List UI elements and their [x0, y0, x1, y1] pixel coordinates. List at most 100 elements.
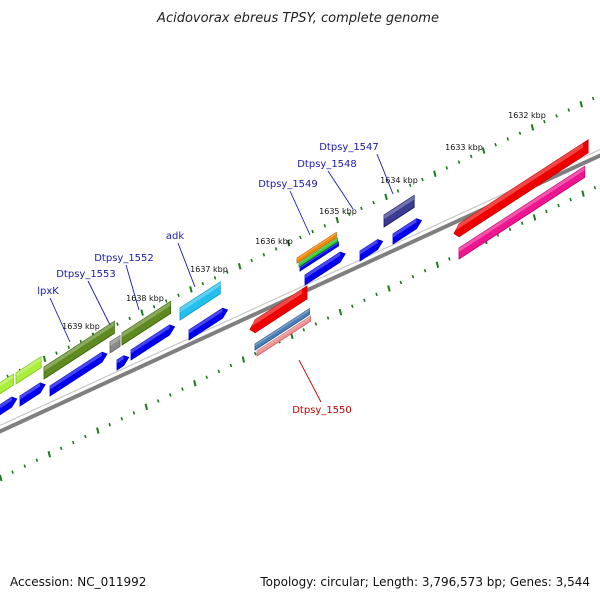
- scale-tick-lower: [193, 379, 197, 387]
- gene-leader-line: [177, 242, 196, 288]
- gene-label[interactable]: Dtpsy_1548: [297, 159, 357, 170]
- map-title: Acidovorax ebreus TPSY, complete genome: [156, 11, 439, 26]
- scale-tick-lower: [169, 393, 172, 397]
- gene-label-reverse[interactable]: Dtpsy_1550: [292, 405, 352, 416]
- gene-leader-line: [125, 264, 140, 311]
- gene-label[interactable]: adk: [166, 231, 184, 242]
- scale-tick-lower: [363, 298, 366, 303]
- scale-tick-upper: [421, 177, 424, 182]
- scale-label: 1637 kbp: [190, 265, 228, 274]
- scale-tick-lower: [0, 474, 3, 482]
- gene-adk[interactable]: [179, 281, 221, 321]
- scale-label: 1639 kbp: [62, 322, 100, 331]
- scale-tick-lower: [375, 292, 378, 297]
- scale-tick-upper: [55, 351, 58, 355]
- scale-tick-lower: [205, 375, 208, 380]
- cds-forward[interactable]: [19, 382, 46, 407]
- gene-red-large[interactable]: [453, 139, 589, 238]
- scale-tick-upper: [543, 119, 546, 124]
- scale-tick-lower: [156, 399, 160, 403]
- cds-forward[interactable]: [0, 396, 18, 418]
- scale-tick-lower: [47, 451, 51, 458]
- gene-label[interactable]: Dtpsy_1552: [94, 253, 154, 264]
- scale-tick-lower: [132, 411, 136, 415]
- scale-tick-upper: [457, 160, 461, 164]
- scale-tick-upper: [299, 235, 302, 240]
- scale-tick-upper: [311, 229, 314, 234]
- scale-tick-lower: [399, 280, 403, 285]
- scale-tick-upper: [237, 263, 242, 270]
- scale-tick-upper: [567, 108, 571, 112]
- cds-forward[interactable]: [188, 307, 229, 341]
- gene-pink-large[interactable]: [458, 165, 586, 260]
- gene-dtpsy-1549-b[interactable]: [298, 237, 338, 268]
- gene-dtpsy-1553[interactable]: [43, 320, 115, 380]
- scale-tick-upper: [213, 276, 217, 280]
- accession-text: Accession: NC_011992: [10, 575, 147, 589]
- scale-tick-lower: [351, 304, 354, 308]
- gene-leader-line: [87, 280, 111, 326]
- cds-forward[interactable]: [116, 355, 130, 371]
- gene-lime-2[interactable]: [15, 355, 42, 385]
- cds-forward[interactable]: [49, 351, 108, 397]
- gene-lpxk[interactable]: [0, 373, 14, 397]
- scale-tick-upper: [445, 166, 449, 170]
- scale-tick-lower: [423, 268, 427, 273]
- gene-dtpsy-1549-a[interactable]: [296, 231, 337, 264]
- scale-tick-upper: [396, 189, 400, 193]
- genome-summary-text: Topology: circular; Length: 3,796,573 bp…: [260, 575, 590, 589]
- scale-tick-upper: [323, 224, 327, 228]
- scale-tick-lower: [448, 257, 451, 261]
- scale-tick-upper: [128, 316, 131, 321]
- scale-tick-lower: [302, 328, 306, 332]
- scale-tick-lower: [581, 190, 585, 197]
- cds-forward[interactable]: [130, 324, 176, 361]
- scale-tick-lower: [108, 422, 111, 427]
- gene-dtpsy-1547[interactable]: [383, 194, 415, 228]
- scale-tick-upper: [506, 137, 510, 141]
- scale-tick-upper: [384, 193, 388, 201]
- cds-forward[interactable]: [304, 251, 346, 286]
- scale-label: 1636 kbp: [255, 237, 293, 246]
- gene-olive-2[interactable]: [121, 300, 172, 346]
- scale-tick-lower: [435, 261, 440, 268]
- gene-label[interactable]: Dtpsy_1553: [56, 269, 116, 280]
- gene-label[interactable]: Dtpsy_1547: [319, 142, 379, 153]
- scale-label: 1638 kbp: [126, 294, 164, 303]
- scale-tick-lower: [35, 458, 39, 462]
- scale-tick-upper: [494, 143, 497, 147]
- scale-tick-lower: [120, 417, 124, 421]
- scale-tick-upper: [250, 258, 253, 263]
- scale-label: 1635 kbp: [319, 207, 357, 216]
- scale-tick-upper: [433, 170, 437, 177]
- scale-tick-upper: [116, 322, 119, 326]
- scale-tick-lower: [96, 427, 100, 434]
- scale-tick-upper: [67, 345, 70, 350]
- gene-red-small[interactable]: [249, 285, 308, 334]
- scale-tick-upper: [347, 212, 351, 216]
- scale-tick-lower: [545, 209, 548, 214]
- gene-dtpsy-1549-c[interactable]: [299, 241, 339, 272]
- scale-tick-upper: [42, 355, 47, 363]
- scale-tick-lower: [84, 434, 87, 439]
- cds-forward[interactable]: [392, 218, 423, 245]
- cds-forward[interactable]: [359, 239, 384, 262]
- scale-tick-lower: [532, 214, 537, 221]
- scale-tick-upper: [189, 286, 193, 293]
- gene-label[interactable]: lpxK: [37, 286, 59, 297]
- scale-tick-upper: [335, 216, 339, 224]
- gene-leader-line: [49, 297, 71, 343]
- gene-label[interactable]: Dtpsy_1549: [258, 179, 318, 190]
- gene-dtpsy-1550-b[interactable]: [256, 315, 312, 357]
- scale-tick-lower: [23, 464, 27, 468]
- scale-label: 1634 kbp: [380, 176, 418, 185]
- scale-tick-lower: [338, 308, 343, 316]
- gene-dtpsy-1552[interactable]: [109, 334, 121, 354]
- scale-tick-upper: [177, 293, 180, 297]
- gene-leader-line: [376, 153, 394, 195]
- scale-tick-lower: [144, 403, 149, 411]
- gene-leader-line: [327, 170, 354, 210]
- gene-dtpsy-1550-a[interactable]: [254, 307, 310, 351]
- scale-tick-upper: [140, 309, 144, 316]
- scale-tick-lower: [181, 387, 184, 391]
